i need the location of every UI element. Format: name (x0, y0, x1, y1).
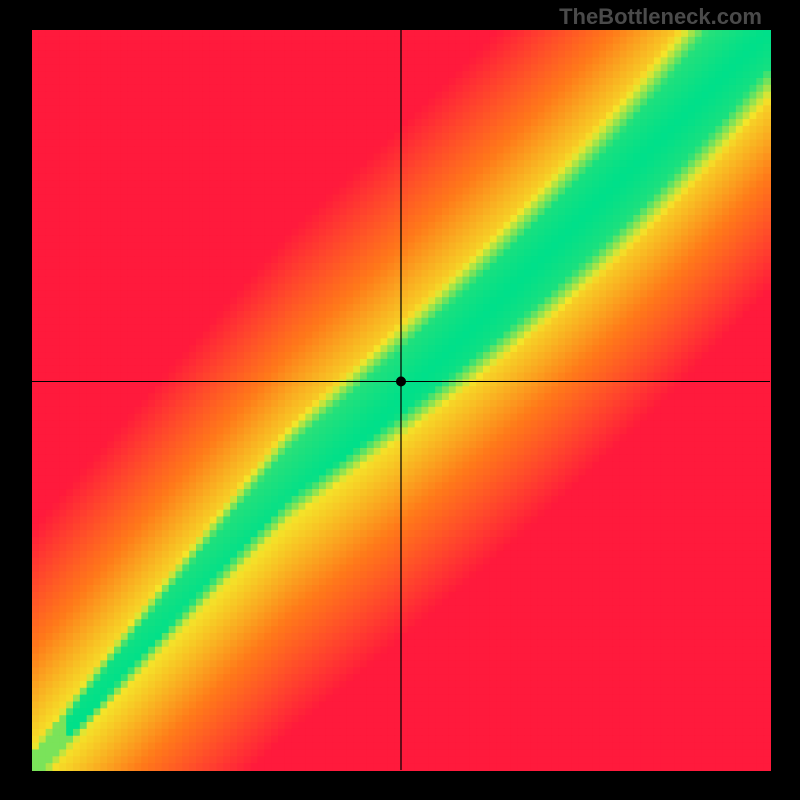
watermark-text: TheBottleneck.com (559, 4, 762, 30)
chart-container: TheBottleneck.com (0, 0, 800, 800)
bottleneck-heatmap (0, 0, 800, 800)
